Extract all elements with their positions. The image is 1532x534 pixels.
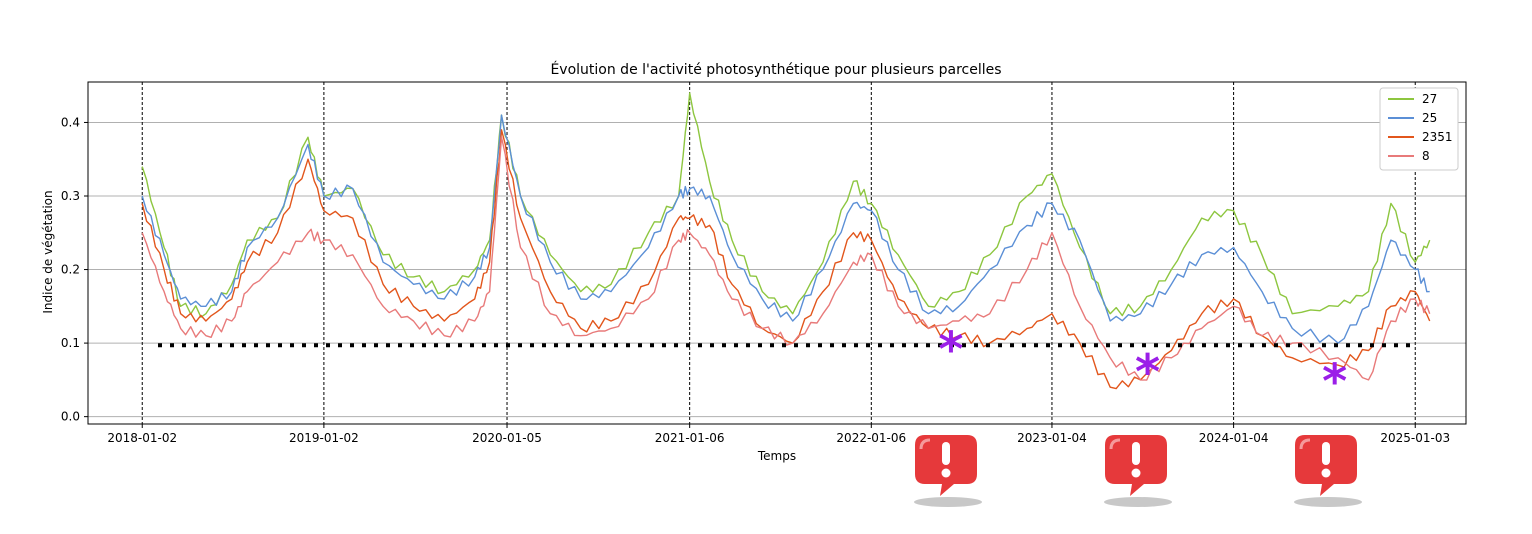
- x-tick-label: 2025-01-03: [1380, 431, 1450, 445]
- y-tick-label: 0.3: [61, 189, 80, 203]
- plot-frame: [87, 81, 1467, 425]
- x-tick-label: 2020-01-05: [472, 431, 542, 445]
- exclamation-speech-bubble-icon: [1294, 435, 1362, 507]
- x-tick-label: 2019-01-02: [289, 431, 359, 445]
- y-axis-label: Indice de végétation: [41, 190, 55, 313]
- chart-title: Évolution de l'activité photosynthétique…: [550, 61, 1001, 78]
- x-tick-label: 2018-01-02: [107, 431, 177, 445]
- exclamation-speech-bubble-icon: [914, 435, 982, 507]
- anomaly-asterisk: *: [1322, 354, 1347, 410]
- legend-label: 8: [1422, 149, 1430, 163]
- anomaly-asterisk: *: [1135, 344, 1160, 400]
- x-axis-label: Temps: [757, 449, 796, 463]
- legend: 27 25 2351 8: [1379, 87, 1459, 171]
- exclamation-speech-bubble-icon: [1104, 435, 1172, 507]
- y-tick-label: 0.2: [61, 263, 80, 277]
- series-line-25: [141, 114, 1430, 344]
- legend-label: 27: [1422, 92, 1437, 106]
- y-tick-label: 0.0: [61, 410, 80, 424]
- x-tick-label: 2023-01-04: [1017, 431, 1087, 445]
- series-line-8: [141, 136, 1431, 381]
- anomaly-asterisk: *: [938, 322, 963, 378]
- legend-box: [1379, 87, 1459, 171]
- x-tick-label: 2024-01-04: [1199, 431, 1269, 445]
- y-tick-label: 0.1: [61, 336, 80, 350]
- x-tick-label: 2022-01-06: [836, 431, 906, 445]
- y-tick-label: 0.4: [61, 115, 80, 129]
- series-line-2351: [141, 129, 1431, 390]
- legend-label: 25: [1422, 111, 1437, 125]
- legend-label: 2351: [1422, 130, 1453, 144]
- x-tick-label: 2021-01-06: [655, 431, 725, 445]
